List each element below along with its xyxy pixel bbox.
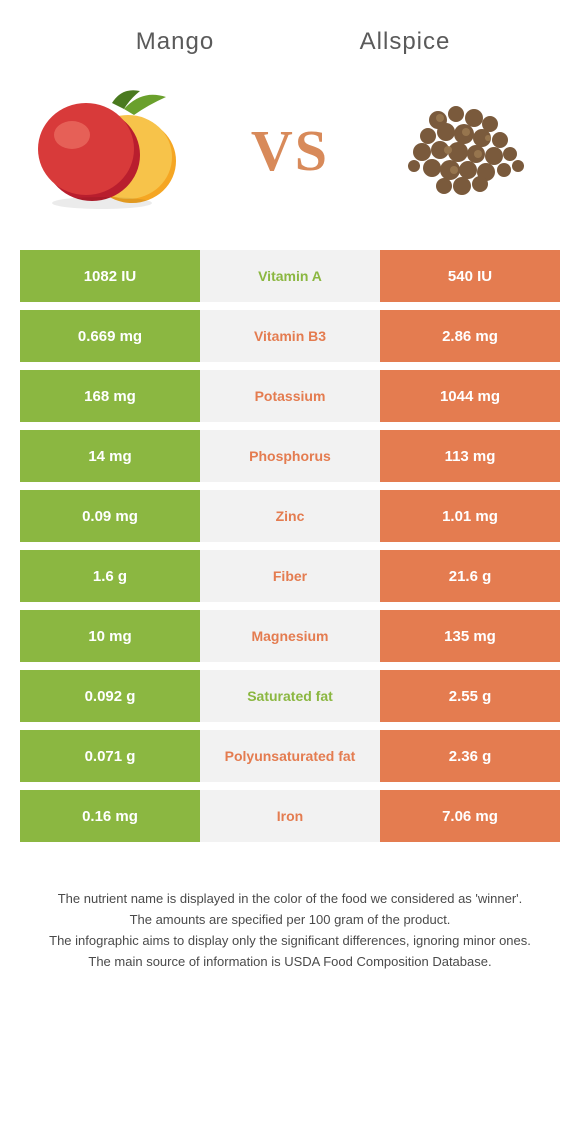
nutrient-label: Iron <box>200 790 380 842</box>
nutrient-label: Fiber <box>200 550 380 602</box>
value-right: 2.55 g <box>380 670 560 722</box>
value-left: 10 mg <box>20 610 200 662</box>
value-right: 7.06 mg <box>380 790 560 842</box>
value-left: 0.092 g <box>20 670 200 722</box>
value-right: 540 IU <box>380 250 560 302</box>
food-title-right: Allspice <box>290 28 520 56</box>
mango-image <box>32 80 202 220</box>
food-title-left: Mango <box>60 28 290 56</box>
nutrient-label: Saturated fat <box>200 670 380 722</box>
table-row: 1.6 gFiber21.6 g <box>20 550 560 602</box>
nutrient-label: Phosphorus <box>200 430 380 482</box>
table-row: 0.09 mgZinc1.01 mg <box>20 490 560 542</box>
nutrient-label: Polyunsaturated fat <box>200 730 380 782</box>
table-row: 0.071 gPolyunsaturated fat2.36 g <box>20 730 560 782</box>
footer-line: The main source of information is USDA F… <box>32 953 548 972</box>
table-row: 0.669 mgVitamin B32.86 mg <box>20 310 560 362</box>
value-right: 113 mg <box>380 430 560 482</box>
value-right: 2.86 mg <box>380 310 560 362</box>
footer-line: The infographic aims to display only the… <box>32 932 548 951</box>
value-left: 0.071 g <box>20 730 200 782</box>
header: Mango Allspice <box>0 0 580 74</box>
value-left: 168 mg <box>20 370 200 422</box>
mango-icon <box>32 85 202 215</box>
hero-row: VS <box>0 74 580 250</box>
nutrient-label: Potassium <box>200 370 380 422</box>
table-row: 10 mgMagnesium135 mg <box>20 610 560 662</box>
table-row: 0.16 mgIron7.06 mg <box>20 790 560 842</box>
nutrient-label: Vitamin A <box>200 250 380 302</box>
value-left: 0.09 mg <box>20 490 200 542</box>
footer-line: The nutrient name is displayed in the co… <box>32 890 548 909</box>
value-left: 0.16 mg <box>20 790 200 842</box>
footer-line: The amounts are specified per 100 gram o… <box>32 911 548 930</box>
nutrient-label: Vitamin B3 <box>200 310 380 362</box>
value-left: 1082 IU <box>20 250 200 302</box>
table-row: 0.092 gSaturated fat2.55 g <box>20 670 560 722</box>
allspice-icon <box>378 80 548 220</box>
value-left: 0.669 mg <box>20 310 200 362</box>
value-right: 1.01 mg <box>380 490 560 542</box>
value-left: 1.6 g <box>20 550 200 602</box>
nutrient-label: Magnesium <box>200 610 380 662</box>
value-right: 21.6 g <box>380 550 560 602</box>
vs-label: VS <box>251 117 329 184</box>
table-row: 14 mgPhosphorus113 mg <box>20 430 560 482</box>
value-right: 135 mg <box>380 610 560 662</box>
table-row: 168 mgPotassium1044 mg <box>20 370 560 422</box>
value-left: 14 mg <box>20 430 200 482</box>
value-right: 2.36 g <box>380 730 560 782</box>
footer-notes: The nutrient name is displayed in the co… <box>0 850 580 971</box>
table-row: 1082 IUVitamin A540 IU <box>20 250 560 302</box>
nutrient-label: Zinc <box>200 490 380 542</box>
allspice-image <box>378 80 548 220</box>
value-right: 1044 mg <box>380 370 560 422</box>
comparison-table: 1082 IUVitamin A540 IU 0.669 mgVitamin B3… <box>0 250 580 842</box>
